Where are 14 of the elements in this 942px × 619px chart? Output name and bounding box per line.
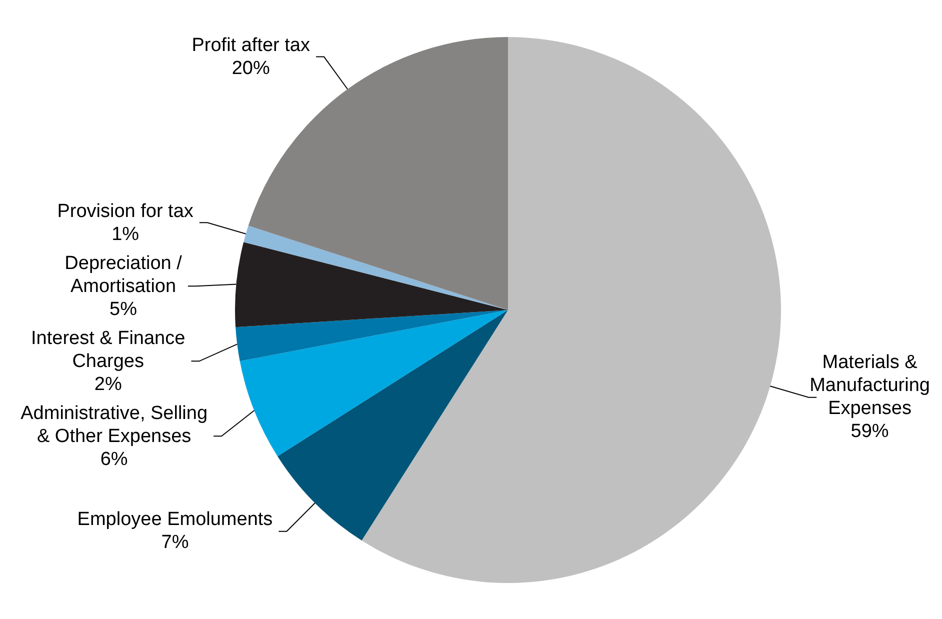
data-label: 1% <box>110 222 140 246</box>
data-label: 6% <box>99 448 129 471</box>
slice-label: Materials & Manufacturing Expenses <box>808 351 931 420</box>
data-label: 59% <box>850 420 890 444</box>
slice-label: Administrative, Selling & Other Expenses <box>20 402 209 448</box>
slice-label: Employee Emoluments <box>76 508 274 532</box>
data-label: 7% <box>160 531 190 554</box>
slice-label: Provision for tax <box>56 200 194 223</box>
slice-label: Depreciation / Amortisation <box>64 252 183 298</box>
data-label: 20% <box>230 56 271 80</box>
data-label: 2% <box>93 372 123 396</box>
slice-label: Interest & Finance Charges <box>30 326 186 373</box>
data-label: 5% <box>108 298 138 321</box>
slice-label: Profit after tax <box>190 34 312 57</box>
